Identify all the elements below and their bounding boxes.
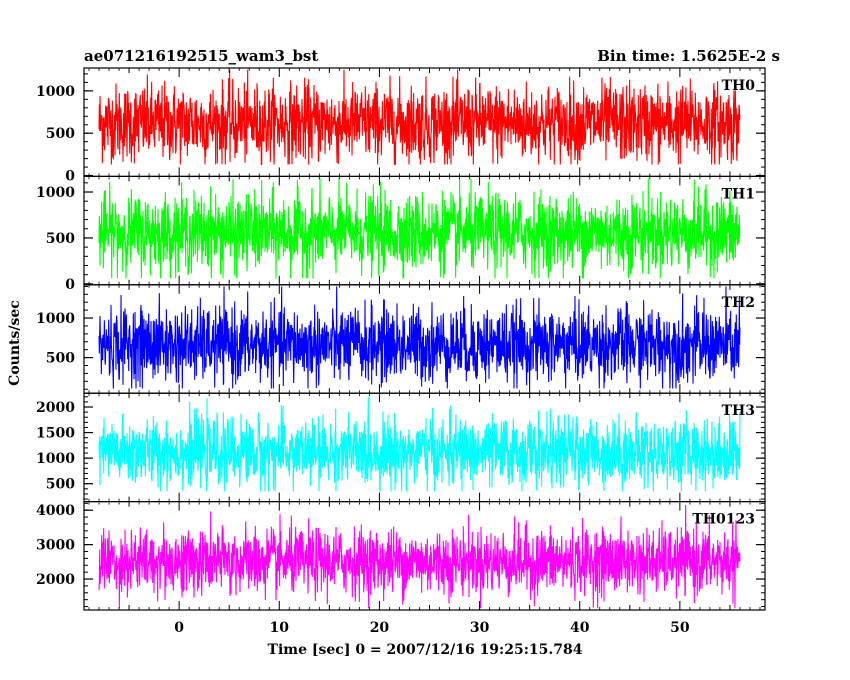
chart-title: ae071216192515_wam3_bst [84, 47, 318, 65]
y-tick-label: 500 [46, 477, 75, 493]
y-tick-label: 500 [46, 231, 75, 247]
series-line-th3 [98, 396, 741, 492]
panel-label: TH1 [722, 186, 755, 202]
x-tick-label: 0 [174, 620, 184, 636]
x-tick-label: 20 [370, 620, 390, 636]
panel-label: TH0 [722, 78, 756, 94]
panel-label: TH0123 [692, 512, 755, 528]
x-tick-label: 10 [270, 620, 290, 636]
series-line-th2 [98, 286, 741, 389]
y-tick-label: 4000 [36, 503, 75, 519]
y-tick-label: 1500 [36, 426, 75, 442]
panel-th0123: 2000 3000 4000 TH0123 [36, 501, 766, 611]
y-tick-label: 0 [65, 277, 75, 293]
panel-label: TH2 [722, 295, 755, 311]
series-line-th0 [98, 69, 741, 166]
y-tick-label: 2000 [36, 572, 75, 588]
panel-label: TH3 [722, 403, 755, 419]
x-tick-label: 40 [570, 620, 590, 636]
y-tick-label: 1000 [36, 84, 75, 100]
panel-frame [83, 501, 766, 611]
panel-th1: 0 500 1000 TH1 [36, 175, 766, 293]
y-tick-label: 500 [46, 351, 75, 367]
y-tick-label: 1000 [36, 451, 75, 467]
y-tick-label: 2000 [36, 400, 75, 416]
series-line-th1 [98, 178, 741, 279]
y-axis-label: Counts/sec [7, 300, 23, 386]
panel-th0: 0 500 1000 TH0 [36, 67, 766, 185]
bin-time-label: Bin time: 1.5625E-2 s [597, 47, 780, 65]
x-tick-label: 30 [470, 620, 490, 636]
panel-th3: 500 1000 1500 2000 TH3 [36, 392, 766, 503]
y-tick-label: 1000 [36, 311, 75, 327]
x-axis-label: Time [sec] 0 = 2007/12/16 19:25:15.784 [268, 642, 583, 658]
series-line-th0123 [98, 505, 741, 609]
y-tick-label: 1000 [36, 185, 75, 201]
y-tick-label: 500 [46, 126, 75, 142]
panel-th2: 500 1000 TH2 [36, 284, 766, 394]
y-tick-label: 0 [65, 169, 75, 185]
x-tick-label: 50 [670, 620, 690, 636]
y-tick-label: 3000 [36, 538, 75, 554]
